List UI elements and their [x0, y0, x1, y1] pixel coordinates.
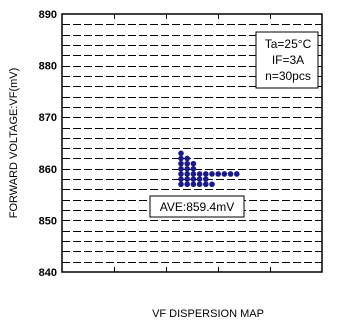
data-point-859-7: [215, 171, 221, 177]
conditions-box: Ta=25°C IF=3A n=30pcs: [255, 31, 319, 89]
data-point-858-1: [178, 176, 184, 182]
condition-temperature: Ta=25°C: [265, 37, 312, 51]
data-point-859-1: [178, 171, 184, 177]
data-point-860-2: [184, 166, 190, 172]
data-point-859-6: [209, 171, 215, 177]
data-point-858-5: [203, 176, 209, 182]
data-points: [178, 150, 240, 188]
plot-frame: [61, 13, 323, 273]
data-point-857-3: [190, 181, 197, 188]
data-point-859-4: [196, 171, 203, 177]
data-point-858-3: [190, 176, 197, 182]
data-point-861-2: [184, 160, 190, 167]
condition-current: IF=3A: [272, 53, 304, 67]
data-point-859-8: [221, 171, 228, 177]
data-point-860-1: [178, 166, 184, 172]
data-point-863-1: [178, 150, 184, 157]
data-point-861-3: [190, 160, 197, 167]
condition-sample-count: n=30pcs: [265, 69, 311, 83]
average-label: AVE:859.4mV: [160, 200, 234, 214]
average-annotation: AVE:859.4mV: [149, 195, 245, 218]
y-tick-label-880: 880: [39, 61, 57, 73]
data-point-857-5: [203, 181, 209, 188]
y-tick-label-850: 850: [39, 215, 57, 227]
y-tick-label-840: 840: [39, 267, 57, 279]
y-axis-label: FORWARD VOLTAGE:VF(mV): [8, 68, 20, 219]
data-point-857-2: [184, 181, 190, 188]
data-point-862-2: [184, 155, 190, 162]
data-point-862-1: [178, 155, 184, 162]
data-point-859-5: [203, 171, 209, 177]
data-point-861-1: [178, 160, 184, 167]
data-point-857-4: [196, 181, 203, 188]
chart-title: VF DISPERSION MAP: [152, 308, 264, 320]
tick-marks: [114, 14, 271, 272]
y-tick-labels: 840 850 860 870 880 890: [39, 9, 57, 279]
data-point-857-6: [209, 181, 215, 188]
y-tick-label-890: 890: [39, 9, 57, 21]
y-tick-label-860: 860: [39, 164, 57, 176]
data-point-859-10: [234, 171, 240, 177]
data-point-859-3: [190, 171, 197, 177]
data-point-859-2: [184, 171, 190, 177]
data-point-860-3: [190, 166, 197, 172]
y-tick-label-870: 870: [39, 112, 57, 124]
data-point-859-9: [227, 171, 234, 177]
data-point-858-2: [184, 176, 190, 182]
data-point-857-1: [178, 181, 184, 188]
data-point-858-4: [196, 176, 203, 182]
